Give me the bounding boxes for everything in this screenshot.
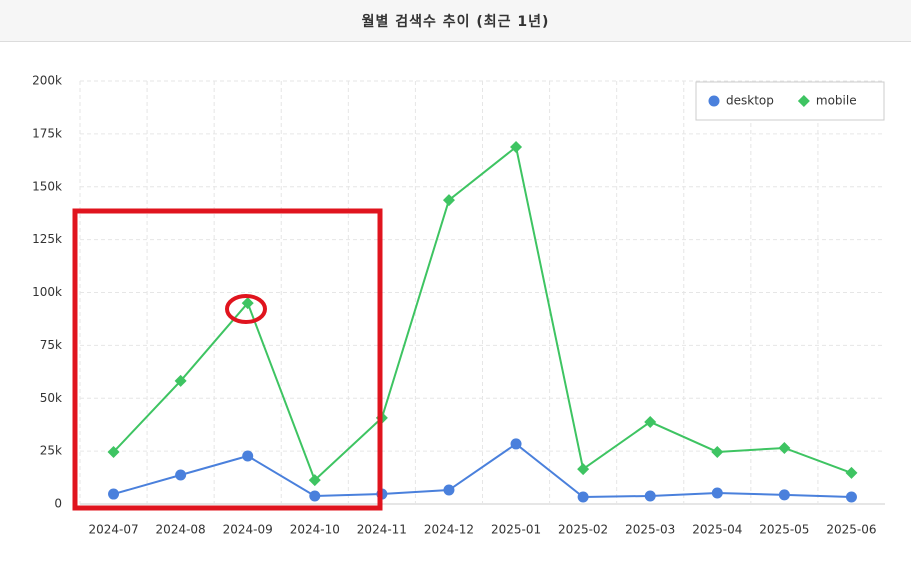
x-tick-label: 2024-10 [290, 523, 340, 537]
y-tick-label: 100k [32, 285, 62, 299]
x-tick-label: 2024-08 [156, 523, 206, 537]
x-tick-label: 2025-05 [759, 523, 809, 537]
y-tick-label: 75k [40, 338, 62, 352]
x-tick-label: 2024-11 [357, 523, 407, 537]
point [778, 489, 790, 501]
point [644, 490, 656, 502]
point [711, 445, 724, 458]
legend-marker [797, 95, 810, 107]
point [241, 297, 254, 310]
x-tick-label: 2025-01 [491, 523, 541, 537]
y-tick-label: 200k [32, 74, 62, 88]
y-tick-label: 0 [54, 497, 62, 511]
x-tick-label: 2024-07 [88, 523, 138, 537]
point [309, 490, 321, 502]
point [108, 488, 120, 500]
y-tick-label: 125k [32, 232, 62, 246]
x-tick-label: 2024-09 [223, 523, 273, 537]
series-line [112, 145, 852, 482]
point [308, 474, 321, 487]
point [711, 487, 723, 499]
y-tick-label: 175k [32, 126, 62, 140]
point [577, 463, 590, 476]
chart-title: 월별 검색수 추이 (최근 1년) [0, 0, 911, 42]
point [107, 445, 120, 458]
point [175, 469, 187, 481]
y-tick-label: 50k [40, 391, 62, 405]
point [845, 466, 858, 479]
highlight-circle [225, 294, 267, 324]
point [174, 374, 187, 387]
point [510, 438, 522, 450]
legend-box [695, 81, 885, 121]
x-tick-label: 2025-03 [625, 523, 675, 537]
point [644, 415, 657, 428]
point [242, 450, 254, 462]
point [510, 140, 523, 153]
point [443, 484, 455, 496]
legend-marker [708, 95, 720, 107]
highlight-box [72, 208, 383, 511]
legend: desktop mobile [695, 81, 885, 121]
y-tick-label: 150k [32, 179, 62, 193]
point [845, 491, 857, 503]
point [778, 441, 791, 454]
point [442, 194, 455, 207]
legend-label: mobile [816, 94, 857, 108]
y-tick-label: 25k [40, 444, 62, 458]
x-tick-label: 2025-02 [558, 523, 608, 537]
x-tick-label: 2025-06 [826, 523, 876, 537]
point [577, 491, 589, 503]
legend-label: desktop [726, 94, 774, 108]
x-tick-label: 2024-12 [424, 523, 474, 537]
series-line [113, 442, 852, 499]
x-tick-label: 2025-04 [692, 523, 742, 537]
